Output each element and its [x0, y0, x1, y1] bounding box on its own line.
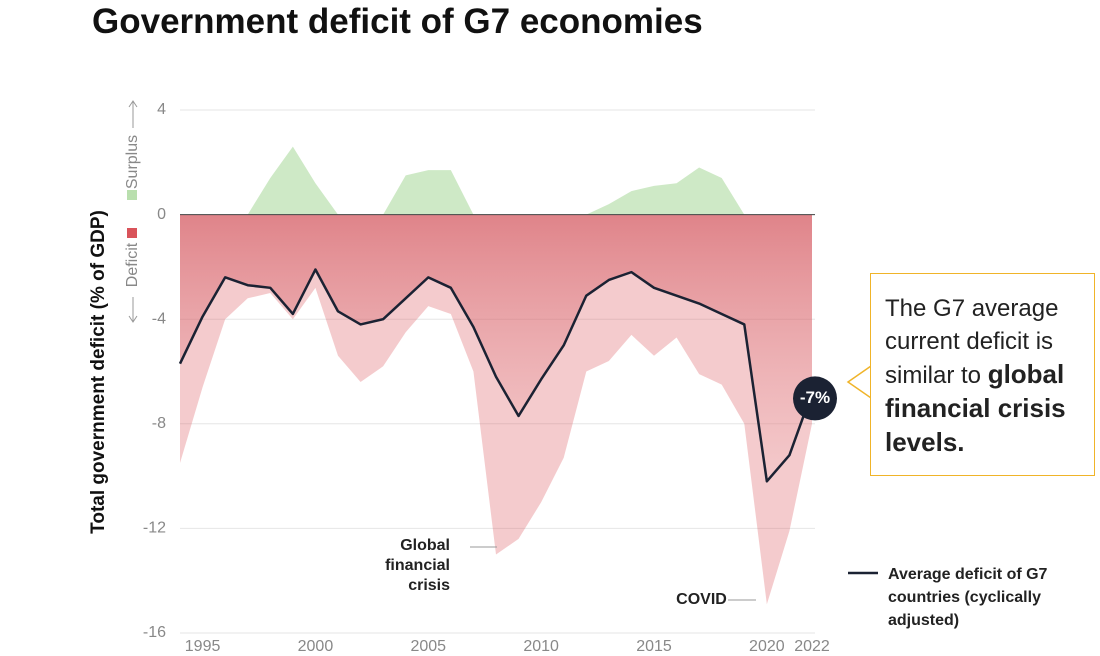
x-tick-label: 2015 — [636, 638, 672, 655]
callout-emphasis: global financial crisis levels. — [885, 359, 1066, 457]
y-axis-label: Total government deficit (% of GDP) — [88, 210, 109, 534]
callout-pointer — [846, 364, 872, 400]
deficit-label: Deficit — [124, 242, 141, 287]
arrow-head — [128, 100, 138, 108]
chart-title: Government deficit of G7 economies — [92, 2, 703, 41]
annotation: COVID — [676, 591, 727, 608]
y-tick-label: -8 — [152, 415, 166, 432]
deficit-core — [180, 214, 812, 482]
deficit-swatch — [127, 228, 137, 238]
annotation: Global financial crisis — [385, 537, 450, 594]
x-tick-label: 2022 — [794, 638, 830, 655]
y-tick-label: -16 — [143, 624, 166, 641]
legend-label: Average deficit of G7 countries (cyclica… — [888, 566, 1048, 629]
surplus-swatch — [127, 190, 137, 200]
x-tick-label: 2020 — [749, 638, 785, 655]
y-tick-label: 0 — [157, 206, 166, 223]
y-tick-label: -4 — [152, 310, 166, 327]
callout: The G7 average current deficit is simila… — [870, 273, 1095, 476]
y-tick-label: -12 — [143, 520, 166, 537]
x-tick-label: 2005 — [410, 638, 446, 655]
end-badge — [793, 376, 837, 421]
callout-text: The G7 average current deficit is simila… — [885, 295, 1059, 389]
x-tick-label: 2010 — [523, 638, 559, 655]
average-line — [178, 268, 814, 483]
y-tick-label: 4 — [157, 101, 166, 118]
value-label: -7% — [800, 388, 830, 407]
x-tick-label: 1995 — [185, 638, 221, 655]
surplus-area — [180, 146, 812, 215]
x-tick-label: 2000 — [298, 638, 334, 655]
surplus-label: Surplus — [124, 135, 141, 189]
arrow-head — [128, 315, 138, 323]
